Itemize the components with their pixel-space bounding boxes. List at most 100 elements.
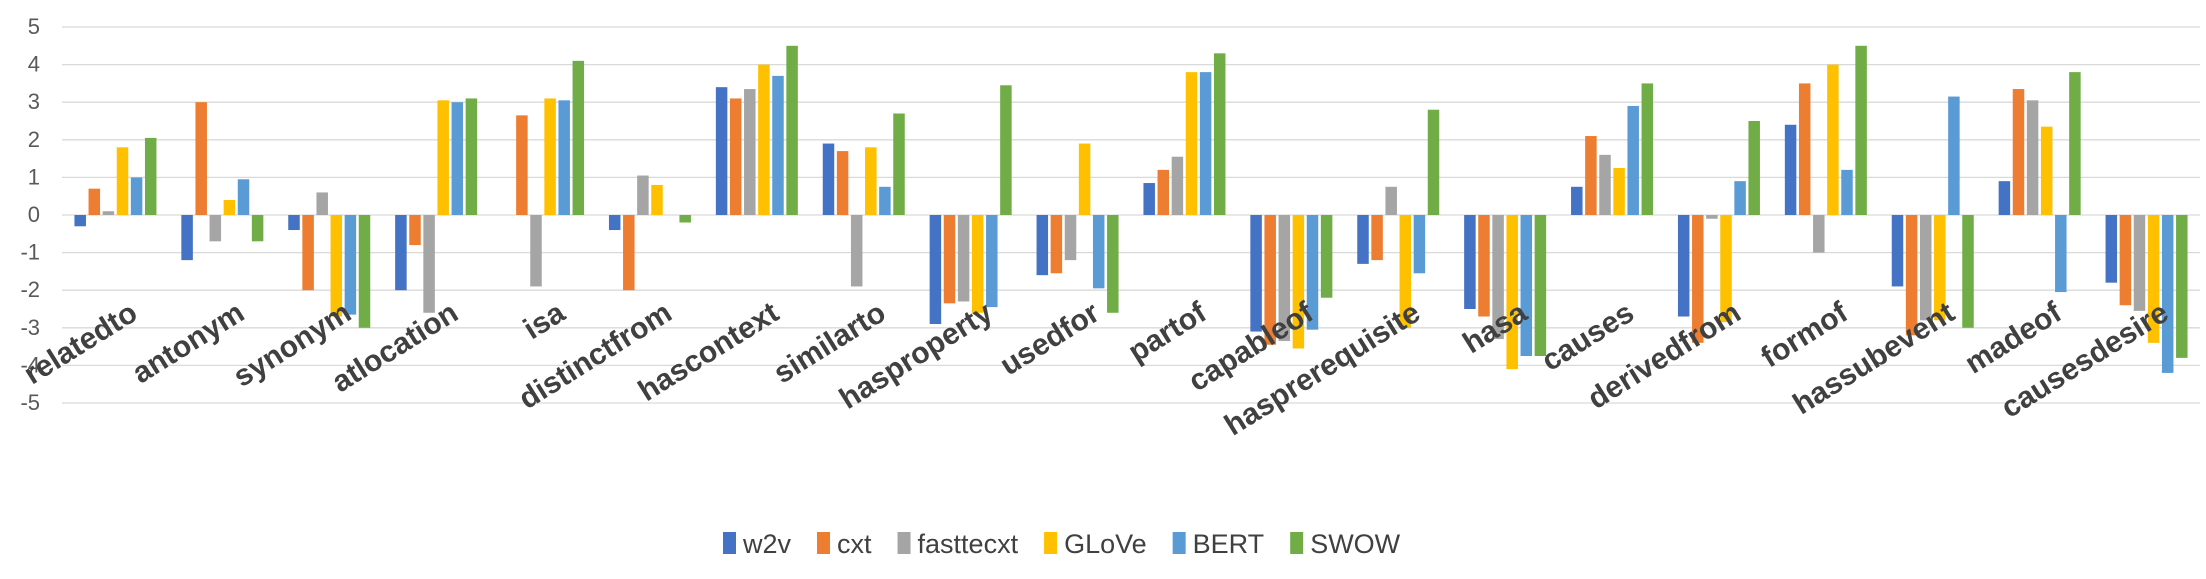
bar-cxt-hascontext (729, 98, 742, 215)
bar-cxt-similarto (836, 151, 849, 215)
bar-w2v-causesdesire (2105, 215, 2118, 283)
bar-cxt-causesdesire (2119, 215, 2132, 306)
bar-cxt-atlocation (409, 215, 421, 246)
legend-label-BERT: BERT (1193, 529, 1265, 559)
bar-SWOW-hascontext (786, 45, 798, 215)
legend-label-w2v: w2v (742, 529, 792, 559)
legend-label-cxt: cxt (837, 529, 872, 559)
bar-SWOW-hasa (1534, 215, 1547, 356)
bar-GLoVe-similarto (865, 147, 877, 215)
bar-w2v-madeof (1998, 181, 2011, 215)
bar-cxt-isa (516, 115, 528, 215)
bar-BERT-similarto (879, 186, 891, 215)
y-tick-label: -3 (20, 315, 40, 340)
bar-w2v-hasproperty (929, 215, 942, 325)
bar-SWOW-causes (1641, 83, 1654, 216)
bar-GLoVe-madeof (2040, 126, 2053, 215)
bar-SWOW-partof (1213, 53, 1226, 215)
bar-BERT-causesdesire (2161, 215, 2174, 373)
bar-w2v-partof (1143, 183, 1155, 215)
bar-GLoVe-relatedto (116, 147, 129, 215)
category-label: isa (518, 296, 571, 346)
bar-GLoVe-formof (1827, 64, 1839, 215)
bar-BERT-hascontext (772, 75, 784, 215)
bar-SWOW-distinctfrom (679, 215, 691, 223)
bar-w2v-usedfor (1036, 215, 1049, 276)
bar-w2v-formof (1784, 124, 1797, 215)
bar-SWOW-hasprerequisite (1427, 109, 1440, 215)
bar-GLoVe-distinctfrom (651, 184, 663, 215)
bar-cxt-causes (1585, 136, 1597, 215)
bar-BERT-causes (1627, 105, 1639, 215)
y-tick-label: 1 (28, 164, 40, 189)
legend-swatch-SWOW (1290, 532, 1304, 554)
bar-GLoVe-antonym (223, 199, 236, 215)
bar-SWOW-derivedfrom (1748, 121, 1760, 215)
category-label: hasprerequisite (1219, 296, 1426, 442)
bar-w2v-antonym (181, 215, 193, 261)
bar-cxt-hasproperty (943, 215, 956, 304)
bar-GLoVe-capableof (1292, 215, 1305, 349)
bar-BERT-usedfor (1092, 215, 1105, 289)
bar-BERT-hasa (1520, 215, 1533, 356)
legend-label-GLoVe: GLoVe (1064, 529, 1147, 559)
bar-BERT-madeof (2055, 215, 2067, 293)
bar-GLoVe-derivedfrom (1720, 215, 1732, 323)
bar-cxt-partof (1157, 169, 1170, 215)
bar-GLoVe-hasa (1506, 215, 1518, 370)
bar-BERT-capableof (1306, 215, 1319, 330)
bar-cxt-distinctfrom (623, 215, 635, 291)
bar-fasttecxt-hasa (1492, 215, 1504, 340)
y-tick-label: -5 (20, 390, 40, 415)
bar-fasttecxt-distinctfrom (637, 175, 649, 215)
legend-swatch-fasttecxt (897, 532, 911, 554)
bar-BERT-formof (1841, 169, 1853, 215)
bar-w2v-atlocation (395, 215, 407, 291)
y-tick-label: 2 (28, 127, 40, 152)
bar-BERT-relatedto (130, 177, 143, 215)
bar-w2v-hassubevent (1891, 215, 1904, 287)
bar-GLoVe-hasproperty (971, 215, 984, 313)
bar-SWOW-hassubevent (1962, 215, 1974, 328)
y-tick-label: -2 (20, 277, 40, 302)
legend-label-SWOW: SWOW (1310, 529, 1400, 559)
bar-cxt-relatedto (88, 188, 101, 215)
bar-SWOW-usedfor (1107, 215, 1119, 313)
bar-GLoVe-hasprerequisite (1399, 215, 1412, 328)
category-label: antonym (127, 296, 251, 390)
bar-w2v-hascontext (715, 87, 728, 215)
bar-w2v-similarto (822, 143, 835, 215)
bar-GLoVe-partof (1185, 72, 1198, 216)
y-tick-label: -4 (20, 352, 40, 377)
bar-w2v-distinctfrom (608, 215, 621, 231)
bar-cxt-derivedfrom (1692, 215, 1704, 343)
bars (74, 45, 2188, 373)
bar-BERT-atlocation (451, 102, 464, 215)
legend-swatch-GLoVe (1044, 532, 1058, 554)
bar-w2v-capableof (1250, 215, 1262, 332)
bar-fasttecxt-isa (530, 215, 542, 287)
y-axis-ticks: 5 4 3 2 1 0 -1 -2 -3 -4 -5 (20, 14, 40, 415)
bar-GLoVe-isa (544, 98, 556, 215)
bar-BERT-derivedfrom (1734, 181, 1746, 215)
bar-w2v-derivedfrom (1677, 215, 1690, 317)
bar-cxt-madeof (2012, 89, 2025, 215)
bar-fasttecxt-derivedfrom (1706, 215, 1718, 219)
bar-cxt-hasprerequisite (1371, 215, 1383, 261)
bar-GLoVe-atlocation (437, 100, 449, 215)
bar-fasttecxt-capableof (1278, 215, 1291, 341)
bar-fasttecxt-hasproperty (957, 215, 970, 302)
legend-swatch-w2v (723, 532, 736, 554)
bar-SWOW-relatedto (144, 137, 157, 215)
y-tick-label: 3 (28, 89, 40, 114)
bar-GLoVe-causesdesire (2147, 215, 2160, 343)
bar-fasttecxt-causesdesire (2133, 215, 2146, 311)
category-label: usedfor (994, 296, 1105, 382)
y-tick-label: 4 (28, 52, 40, 77)
bar-cxt-usedfor (1050, 215, 1063, 274)
y-tick-label: -1 (20, 240, 40, 265)
bar-SWOW-formof (1855, 45, 1867, 215)
bar-BERT-hasproperty (986, 215, 998, 308)
bar-SWOW-hasproperty (1000, 85, 1012, 215)
